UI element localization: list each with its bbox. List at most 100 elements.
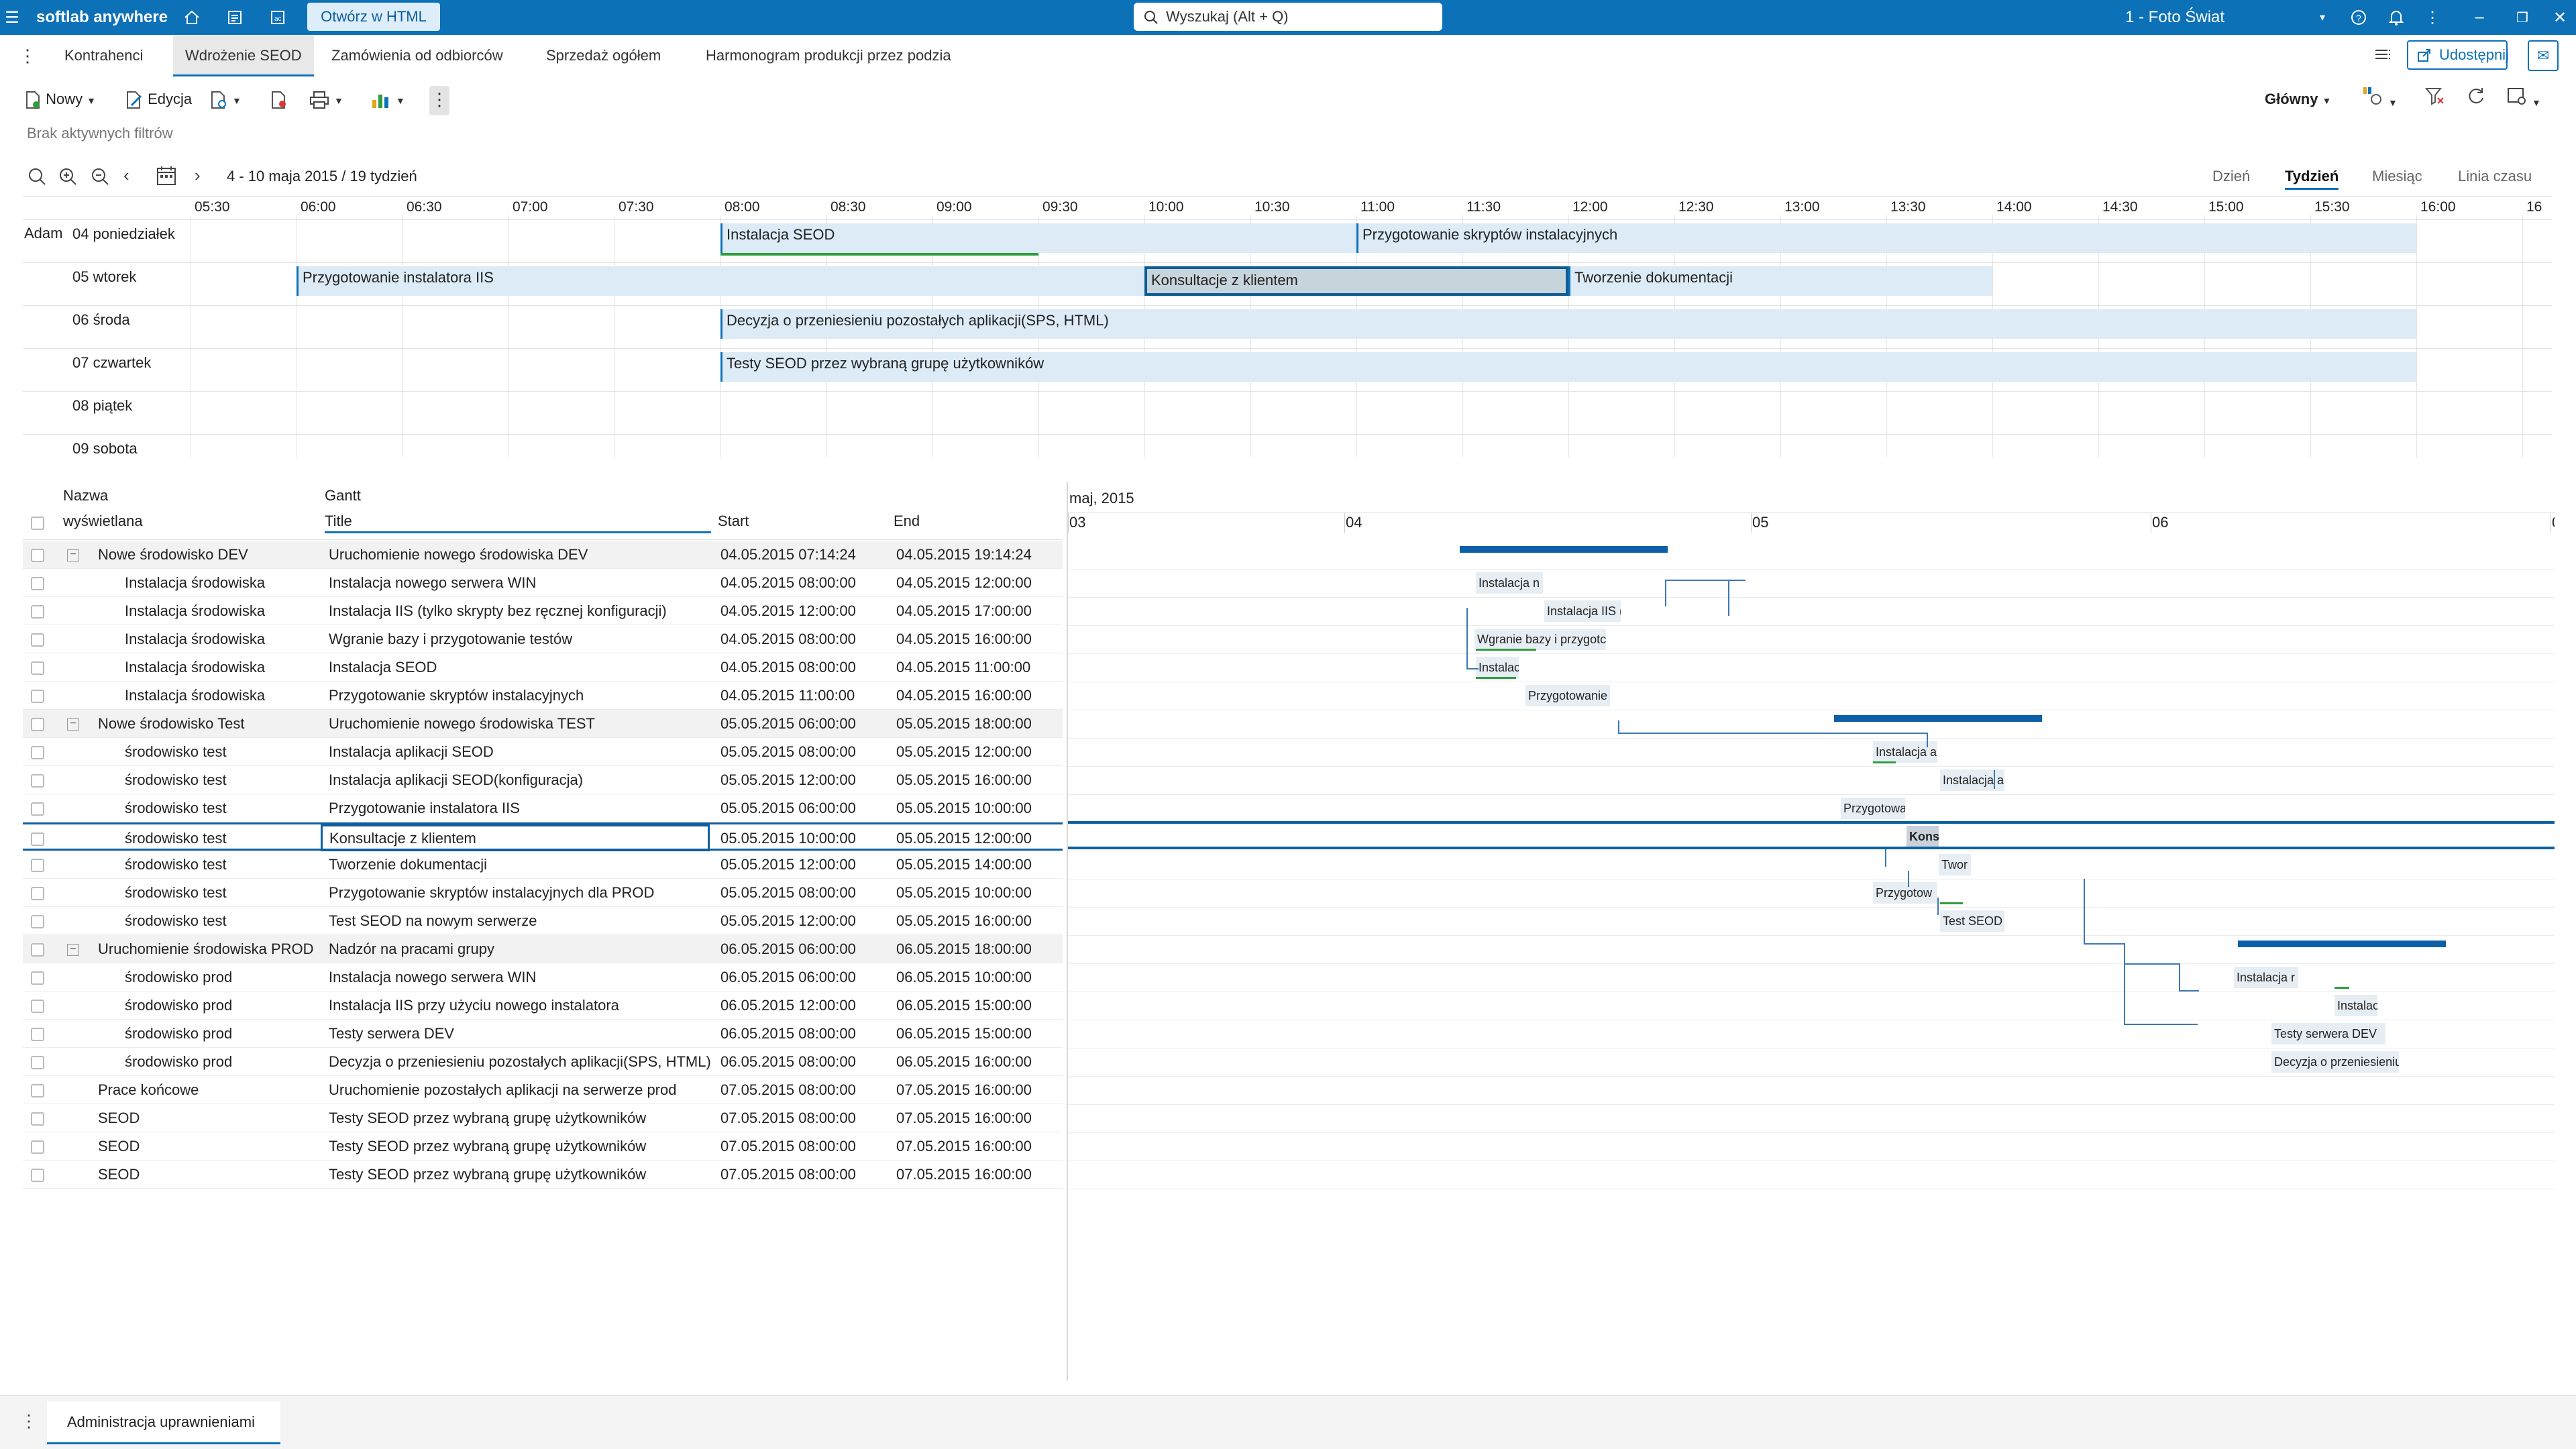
row-checkbox[interactable] (31, 661, 44, 675)
gantt-task-bar[interactable]: Kons (1907, 826, 1939, 847)
table-row[interactable]: środowisko test Konsultacje z klientem 05.… (23, 822, 1063, 851)
row-checkbox[interactable] (31, 549, 44, 562)
table-row[interactable]: środowisko test Tworzenie dokumentacji 05.… (23, 851, 1063, 879)
search-input[interactable]: Wyszukaj (Alt + Q) (1134, 3, 1442, 31)
view-timeline-tab[interactable]: Linia czasu (2458, 168, 2532, 184)
share-button[interactable]: Udostępnij (2407, 40, 2509, 70)
zoom-in-icon[interactable] (58, 166, 78, 191)
table-row[interactable]: Instalacja środowiska Instalacja IIS (tyl… (23, 597, 1063, 625)
row-checkbox[interactable] (31, 633, 44, 647)
tab-administracja[interactable]: Administracja uprawnieniami (47, 1401, 280, 1444)
gantt-summary-bar[interactable] (2238, 941, 2446, 947)
gantt-task-bar[interactable]: Twor (1939, 854, 1971, 875)
clear-filter-icon[interactable] (2424, 86, 2445, 113)
gantt-task-bar[interactable]: Przygotowa (1841, 798, 1905, 819)
table-row[interactable]: środowisko prod Testy serwera DEV 06.05.20… (23, 1020, 1063, 1048)
table-row[interactable]: środowisko test Instalacja aplikacji SEOD… (23, 738, 1063, 766)
delete-button[interactable] (270, 86, 288, 113)
chart-button[interactable]: ▼ (370, 86, 405, 113)
column-header-start[interactable]: Start (718, 513, 749, 529)
document-icon[interactable] (224, 7, 246, 28)
table-row[interactable]: Instalacja środowiska Wgranie bazy i przy… (23, 625, 1063, 653)
row-checkbox[interactable] (31, 915, 44, 928)
table-row[interactable]: Prace końcowe Uruchomienie pozostałych ap… (23, 1076, 1063, 1104)
gantt-task-bar[interactable]: Instalac (2334, 995, 2377, 1016)
gantt-task-bar[interactable]: Instalac (1476, 657, 1519, 678)
row-checkbox[interactable] (31, 943, 44, 957)
table-row[interactable]: − Nowe środowisko DEV Uruchomienie nowego … (23, 541, 1063, 569)
column-header-end[interactable]: End (894, 513, 920, 529)
view-selector[interactable]: Główny ▼ (2265, 91, 2332, 107)
gantt-summary-bar[interactable] (1834, 715, 2042, 722)
row-checkbox[interactable] (31, 1112, 44, 1126)
table-row[interactable]: Instalacja środowiska Instalacja nowego s… (23, 569, 1063, 597)
scheduler-event[interactable]: Testy SEOD przez wybraną grupę użytkowni… (720, 352, 2416, 382)
table-row[interactable]: SEOD Testy SEOD przez wybraną grupę użytk… (23, 1104, 1063, 1132)
row-checkbox[interactable] (31, 971, 44, 985)
table-row[interactable]: środowisko test Instalacja aplikacji SEOD… (23, 766, 1063, 794)
calculator-icon[interactable]: ac (267, 7, 288, 28)
row-checkbox[interactable] (31, 1028, 44, 1041)
table-row[interactable]: środowisko prod Decyzja o przeniesieniu p… (23, 1048, 1063, 1076)
row-checkbox[interactable] (31, 1140, 44, 1154)
row-checkbox[interactable] (31, 833, 44, 846)
tab-harmonogram[interactable]: Harmonogram produkcji przez podzia (706, 47, 951, 64)
view-day-tab[interactable]: Dzień (2212, 168, 2251, 184)
previous-arrow-icon[interactable]: ‹ (123, 165, 129, 185)
scheduler-event[interactable]: Decyzja o przeniesieniu pozostałych apli… (720, 309, 2416, 339)
select-all-checkbox[interactable] (31, 517, 44, 530)
tabs-menu-icon[interactable]: ⋮ (19, 46, 36, 66)
row-checkbox[interactable] (31, 802, 44, 816)
export-settings-icon[interactable]: ▼ (2506, 86, 2541, 113)
gantt-summary-bar[interactable] (1460, 546, 1668, 553)
gantt-task-bar[interactable]: Test SEOD (1940, 910, 2004, 932)
collapse-icon[interactable]: − (67, 549, 79, 561)
gantt-task-bar[interactable]: Decyzja o przeniesieniu (2271, 1051, 2399, 1073)
print-button[interactable]: ▼ (309, 86, 343, 113)
row-checkbox[interactable] (31, 746, 44, 759)
tab-wdrozenie-seod[interactable]: Wdrożenie SEOD (173, 35, 314, 76)
new-button[interactable]: Nowy ▼ (24, 86, 96, 113)
company-selector[interactable]: 1 - Foto Świat (2125, 8, 2225, 26)
table-row[interactable]: SEOD Testy SEOD przez wybraną grupę użytk… (23, 1132, 1063, 1161)
gantt-task-bar[interactable]: Instalacja r (2234, 967, 2298, 988)
gantt-task-bar[interactable]: Instalacja n (1476, 572, 1543, 594)
gantt-task-bar[interactable]: Instalacja a (1873, 741, 1937, 763)
table-row[interactable]: SEOD Testy SEOD przez wybraną grupę użytk… (23, 1161, 1063, 1189)
gantt-task-bar[interactable]: Testy serwera DEV (2271, 1023, 2385, 1044)
collapse-icon[interactable]: − (67, 718, 79, 731)
gantt-task-bar[interactable]: Przygotow (1873, 882, 1937, 904)
more-actions-icon[interactable]: ⋮ (429, 86, 449, 115)
gantt-task-bar[interactable]: Instalacja IIS ( (1544, 600, 1621, 622)
row-checkbox[interactable] (31, 718, 44, 731)
day-row[interactable]: 04 poniedziałek (23, 219, 2552, 262)
row-checkbox[interactable] (31, 605, 44, 619)
column-header-name[interactable]: Nazwa (63, 487, 109, 504)
collapse-icon[interactable]: − (67, 944, 79, 956)
table-row[interactable]: środowisko test Test SEOD na nowym serwer… (23, 907, 1063, 935)
list-settings-icon[interactable] (2373, 35, 2392, 76)
open-in-html-button[interactable]: Otwórz w HTML (307, 3, 440, 31)
day-row[interactable]: 05 wtorek (23, 262, 2552, 305)
row-checkbox[interactable] (31, 1084, 44, 1097)
table-row[interactable]: Instalacja środowiska Instalacja SEOD 04.0… (23, 653, 1063, 682)
day-row[interactable]: 07 czwartek (23, 348, 2552, 391)
table-row[interactable]: Instalacja środowiska Przygotowanie skryp… (23, 682, 1063, 710)
tab-sprzedaz[interactable]: Sprzedaż ogółem (546, 47, 661, 64)
scheduler-event[interactable]: Konsultacje z klientem (1144, 266, 1568, 296)
scheduler-event[interactable]: Instalacja SEOD (720, 223, 1356, 253)
more-options-icon[interactable]: ⋮ (2424, 8, 2440, 27)
comments-icon[interactable]: ✉ (2528, 40, 2559, 71)
day-row[interactable]: 06 środa (23, 305, 2552, 348)
minimize-icon[interactable]: – (2475, 8, 2484, 26)
next-arrow-icon[interactable]: › (195, 165, 201, 185)
row-checkbox[interactable] (31, 690, 44, 703)
document-actions-button[interactable]: ▼ (209, 86, 241, 113)
column-header-title[interactable]: Title (325, 513, 711, 533)
restore-icon[interactable]: ❐ (2516, 10, 2528, 25)
tab-zamowienia[interactable]: Zamówienia od odbiorców (331, 47, 503, 64)
table-row[interactable]: − Nowe środowisko Test Uruchomienie nowego… (23, 710, 1063, 738)
chevron-down-icon[interactable]: ▾ (2319, 12, 2326, 23)
home-icon[interactable] (181, 7, 203, 28)
layout-settings-icon[interactable]: ▼ (2361, 86, 2398, 113)
